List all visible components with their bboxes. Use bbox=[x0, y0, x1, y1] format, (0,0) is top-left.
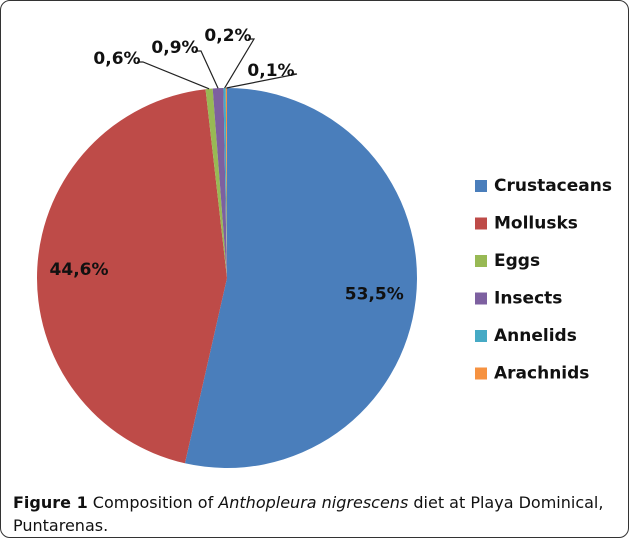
legend-swatch bbox=[475, 255, 487, 267]
data-label: 0,9% bbox=[151, 38, 198, 58]
pie-slice bbox=[37, 89, 228, 464]
legend-label: Mollusks bbox=[494, 214, 578, 234]
data-label: 0,1% bbox=[247, 61, 294, 81]
legend-swatch bbox=[475, 292, 487, 305]
caption-species: Anthopleura nigrescens bbox=[218, 493, 409, 512]
pie-slice bbox=[212, 88, 227, 279]
leader-line bbox=[137, 61, 210, 90]
caption-label: Figure 1 bbox=[13, 493, 88, 512]
legend-label: Eggs bbox=[494, 251, 540, 271]
pie-slice bbox=[225, 88, 227, 278]
pie-slice bbox=[223, 88, 227, 279]
legend-label: Crustaceans bbox=[494, 176, 612, 196]
caption-text: diet at Playa Dominical, Puntarenas. bbox=[13, 493, 604, 535]
legend-swatch bbox=[475, 367, 487, 380]
data-label: 44,6% bbox=[50, 260, 109, 280]
data-label: 0,2% bbox=[204, 26, 251, 46]
legend-label: Insects bbox=[494, 289, 562, 309]
legend-label: Annelids bbox=[494, 326, 577, 346]
data-label: 0,6% bbox=[93, 49, 140, 69]
leader-line bbox=[224, 38, 256, 89]
caption: Figure 1 Composition of Anthopleura nigr… bbox=[13, 491, 613, 537]
legend-label: Arachnids bbox=[494, 364, 589, 384]
leader-line bbox=[226, 73, 298, 89]
legend-swatch bbox=[475, 217, 487, 230]
data-label: 53,5% bbox=[345, 285, 404, 305]
leader-line bbox=[195, 50, 219, 89]
chart: 53,5% 44,6% 0,6% 0,9% 0,2% 0,1% Crustaceans Mol… bbox=[37, 26, 612, 468]
legend-swatch bbox=[475, 330, 487, 342]
pie-slice bbox=[205, 88, 227, 278]
legend-swatch bbox=[475, 180, 487, 192]
caption-text: Composition of bbox=[87, 493, 219, 512]
pie-slice bbox=[184, 88, 417, 468]
